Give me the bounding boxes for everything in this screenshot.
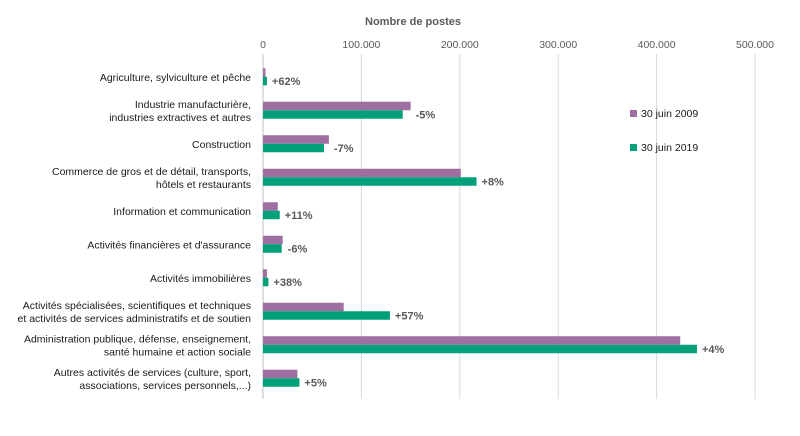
bar-2009 [263, 202, 278, 211]
bars [263, 68, 697, 387]
bar-2009 [263, 302, 344, 312]
category-labels: Agriculture, sylviculture et pêche Indust… [18, 72, 252, 392]
category-label: Activités financières et d'assurance [87, 239, 251, 251]
bar-2019 [263, 277, 269, 287]
legend-label: 30 juin 2009 [641, 108, 698, 120]
change-label: +57% [395, 310, 424, 322]
bar-2019 [263, 311, 390, 320]
x-tick-labels: 0 100.000 200.000 300.000 400.000 500.000 [260, 39, 774, 51]
x-axis-title: Nombre de postes [365, 16, 461, 28]
bar-2009 [263, 135, 329, 144]
bar-2009 [263, 269, 267, 278]
bar-2009 [263, 369, 298, 379]
legend-label: 30 juin 2019 [641, 142, 698, 154]
category-label: santé humaine et action sociale [104, 346, 251, 358]
bar-2019 [263, 210, 280, 220]
category-label: Autres activités de services (culture, s… [54, 367, 251, 379]
legend-swatch [630, 110, 637, 117]
bar-2019 [263, 378, 300, 387]
bar-2009 [263, 336, 681, 345]
bar-2019 [263, 110, 403, 119]
x-tick-label: 0 [260, 39, 266, 51]
change-label: -6% [288, 243, 308, 255]
bar-2019 [263, 143, 325, 153]
category-label: hôtels et restaurants [156, 179, 251, 191]
bar-2009 [263, 101, 411, 111]
change-labels: +62% -5% -7% +8% +11% -6% +38% +57% +4% +5% [272, 76, 725, 390]
legend-swatch [630, 144, 637, 151]
legend: 30 juin 2009 30 juin 2019 [630, 108, 698, 154]
change-label: -7% [334, 143, 354, 155]
category-label: Activités immobilières [150, 273, 251, 285]
bar-2009 [263, 235, 283, 245]
category-label: Administration publique, défense, enseig… [24, 333, 251, 345]
x-tick-label: 300.000 [539, 39, 577, 51]
category-label: Information et communication [113, 206, 251, 218]
bar-2009 [263, 68, 266, 77]
category-label: industries extractives et autres [109, 112, 251, 124]
x-tick-label: 500.000 [736, 39, 774, 51]
change-label: +38% [273, 277, 302, 289]
category-label: Activités spécialisées, scientifiques et… [23, 300, 251, 312]
bar-2019 [263, 244, 282, 253]
change-label: +62% [272, 76, 301, 88]
bar-2019 [263, 344, 697, 354]
category-label: associations, services personnels,...) [79, 380, 251, 392]
category-label: Industrie manufacturière, [135, 99, 251, 111]
bar-2019 [263, 76, 267, 86]
bar-2009 [263, 168, 461, 178]
category-label: Commerce de gros et de détail, transport… [52, 166, 251, 178]
category-label: Construction [192, 139, 251, 151]
x-tick-label: 100.000 [342, 39, 380, 51]
category-label: Agriculture, sylviculture et pêche [100, 72, 251, 84]
change-label: +5% [304, 377, 327, 389]
change-label: +8% [482, 176, 505, 188]
bar-2019 [263, 177, 477, 186]
category-label: et activités de services administratifs … [18, 313, 252, 325]
x-tick-label: 200.000 [441, 39, 479, 51]
change-label: +11% [285, 210, 313, 222]
change-label: -5% [416, 109, 436, 121]
change-label: +4% [702, 344, 725, 356]
x-tick-label: 400.000 [638, 39, 676, 51]
